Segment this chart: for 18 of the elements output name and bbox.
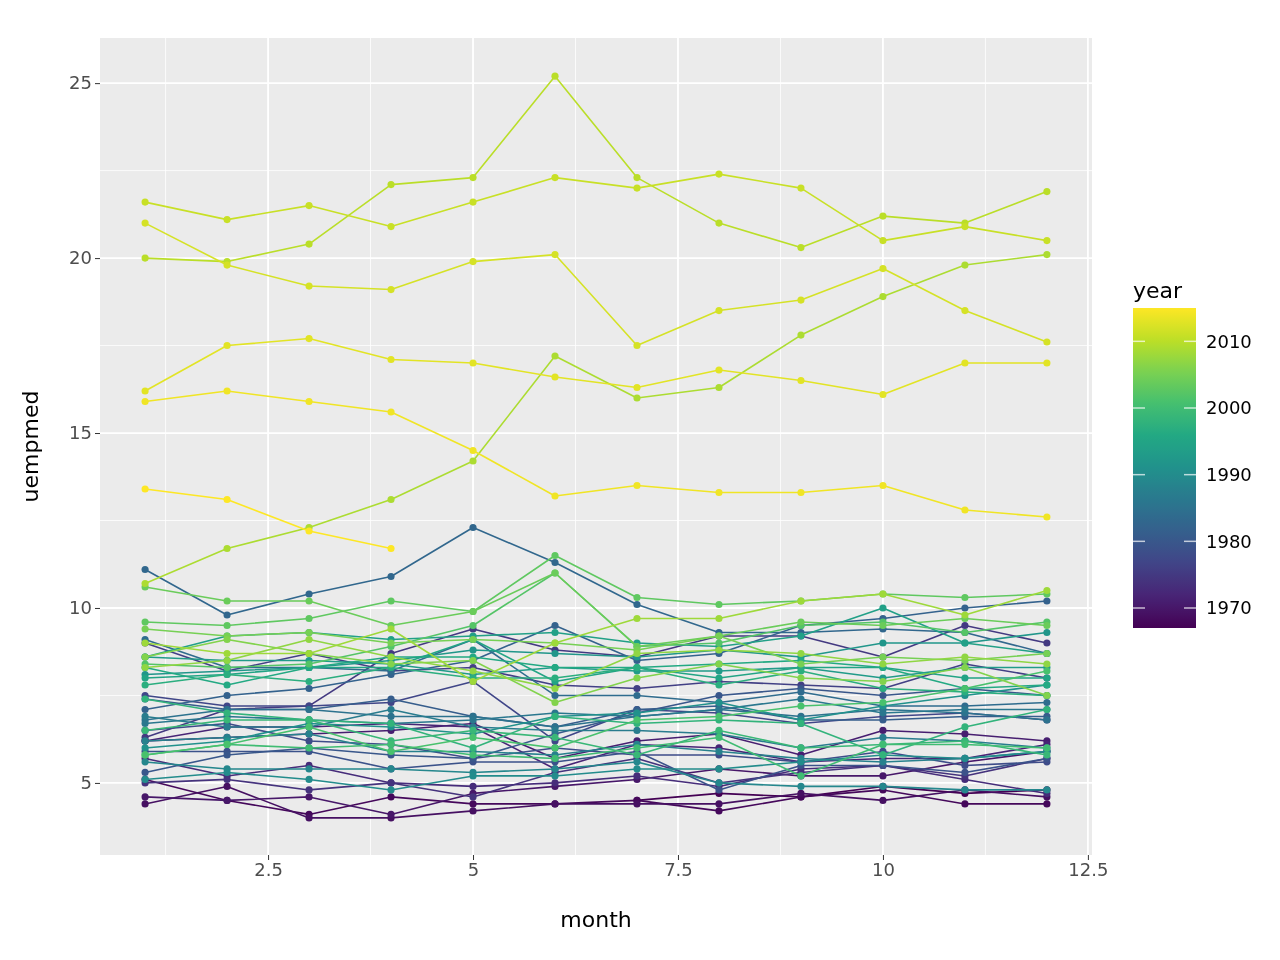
y-tick-label: 25 [69,72,92,94]
color-bar-title: year [1133,278,1184,303]
x-tick-label: 12.5 [1068,858,1109,880]
x-axis-title: month [560,907,632,932]
x-tick-label: 2.5 [254,858,283,880]
color-bar-label: 2000 [1206,397,1252,419]
y-tick-label: 20 [69,247,92,269]
color-bar-label: 1990 [1206,463,1252,485]
color-bar-label: 1970 [1206,597,1252,619]
y-tick-label: 10 [69,597,92,619]
x-tick-label: 7.5 [664,858,693,880]
color-bar-label: 2010 [1206,330,1252,352]
y-tick-label: 15 [69,422,92,444]
y-axis-title: uempmed [18,390,43,503]
y-tick-label: 5 [80,772,92,794]
x-tick-label: 10 [871,858,895,880]
color-bar-label: 1980 [1206,530,1252,552]
x-tick-label: 5 [467,858,480,880]
